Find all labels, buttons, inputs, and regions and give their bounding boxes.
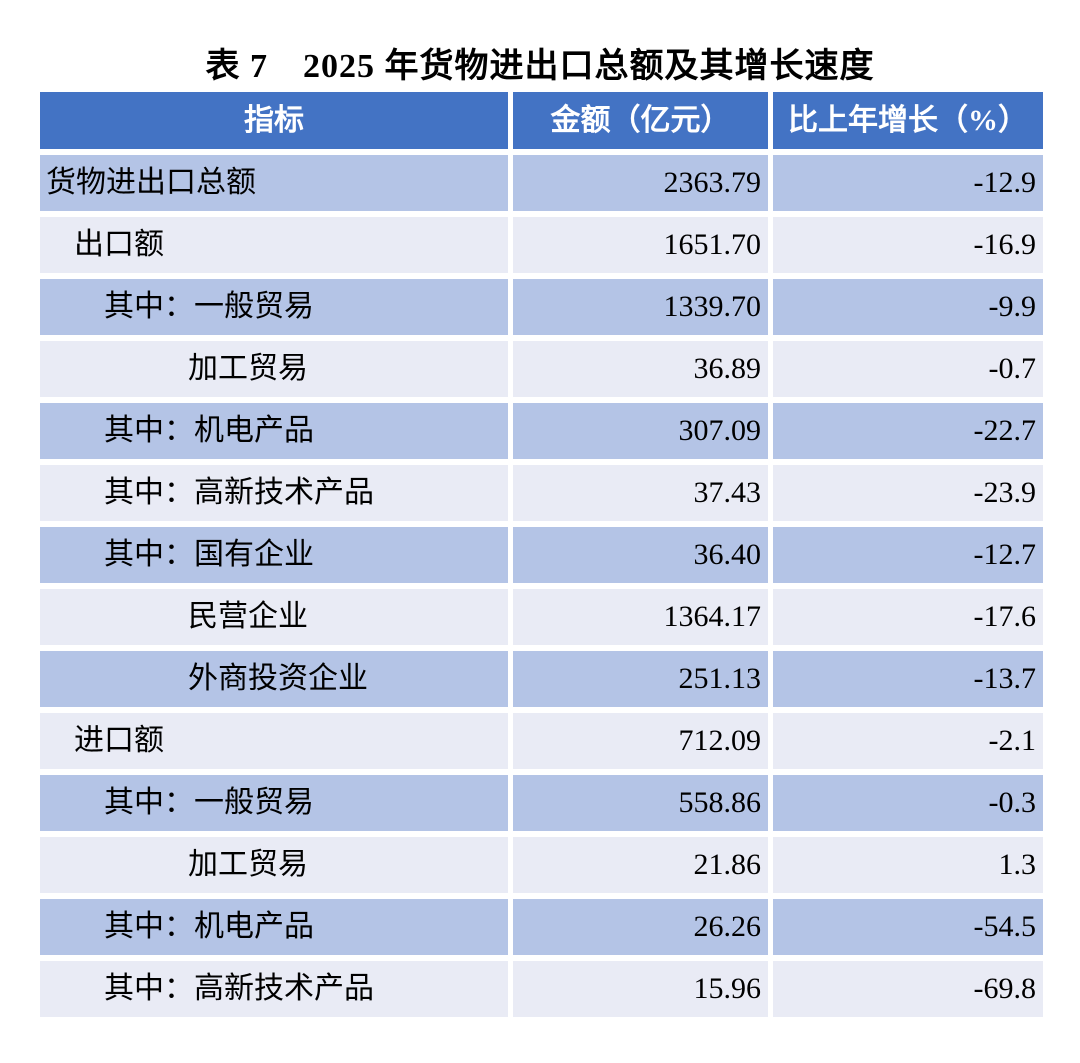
row-amount-import-hightech: 15.96 bbox=[513, 961, 768, 1017]
row-indicator-state-owned: 其中：国有企业 bbox=[40, 527, 508, 583]
row-amount-imports: 712.09 bbox=[513, 713, 768, 769]
row-indicator-export-general-trade: 其中：一般贸易 bbox=[40, 279, 508, 335]
row-indicator-imports: 进口额 bbox=[40, 713, 508, 769]
row-indicator-import-mechanical-electrical: 其中：机电产品 bbox=[40, 899, 508, 955]
row-amount-state-owned: 36.40 bbox=[513, 527, 768, 583]
row-indicator-import-general-trade: 其中：一般贸易 bbox=[40, 775, 508, 831]
row-indicator-foreign-invested: 外商投资企业 bbox=[40, 651, 508, 707]
row-growth-state-owned: -12.7 bbox=[773, 527, 1043, 583]
row-growth-import-processing-trade: 1.3 bbox=[773, 837, 1043, 893]
row-amount-export-hightech: 37.43 bbox=[513, 465, 768, 521]
row-amount-total: 2363.79 bbox=[513, 155, 768, 211]
table-title: 表 7 2025 年货物进出口总额及其增长速度 bbox=[205, 48, 875, 85]
row-indicator-export-mechanical-electrical: 其中：机电产品 bbox=[40, 403, 508, 459]
row-growth-export-processing-trade: -0.7 bbox=[773, 341, 1043, 397]
row-amount-private-enterprise: 1364.17 bbox=[513, 589, 768, 645]
row-indicator-import-processing-trade: 加工贸易 bbox=[40, 837, 508, 893]
row-amount-export-processing-trade: 36.89 bbox=[513, 341, 768, 397]
row-growth-export-hightech: -23.9 bbox=[773, 465, 1043, 521]
row-amount-exports: 1651.70 bbox=[513, 217, 768, 273]
row-indicator-exports: 出口额 bbox=[40, 217, 508, 273]
row-growth-import-hightech: -69.8 bbox=[773, 961, 1043, 1017]
row-amount-import-processing-trade: 21.86 bbox=[513, 837, 768, 893]
row-growth-private-enterprise: -17.6 bbox=[773, 589, 1043, 645]
column-header-amount: 金额（亿元） bbox=[513, 92, 768, 149]
row-growth-total: -12.9 bbox=[773, 155, 1043, 211]
row-growth-foreign-invested: -13.7 bbox=[773, 651, 1043, 707]
row-amount-foreign-invested: 251.13 bbox=[513, 651, 768, 707]
row-growth-exports: -16.9 bbox=[773, 217, 1043, 273]
import-export-table: 指标 金额（亿元） 比上年增长（%） 货物进出口总额 2363.79 -12.9… bbox=[40, 92, 1043, 1017]
row-indicator-export-processing-trade: 加工贸易 bbox=[40, 341, 508, 397]
row-indicator-import-hightech: 其中：高新技术产品 bbox=[40, 961, 508, 1017]
row-growth-import-mechanical-electrical: -54.5 bbox=[773, 899, 1043, 955]
row-growth-import-general-trade: -0.3 bbox=[773, 775, 1043, 831]
row-amount-import-general-trade: 558.86 bbox=[513, 775, 768, 831]
row-amount-export-mechanical-electrical: 307.09 bbox=[513, 403, 768, 459]
row-growth-imports: -2.1 bbox=[773, 713, 1043, 769]
row-indicator-export-hightech: 其中：高新技术产品 bbox=[40, 465, 508, 521]
column-header-indicator: 指标 bbox=[40, 92, 508, 149]
column-header-growth: 比上年增长（%） bbox=[773, 92, 1043, 149]
row-amount-import-mechanical-electrical: 26.26 bbox=[513, 899, 768, 955]
row-growth-export-general-trade: -9.9 bbox=[773, 279, 1043, 335]
row-indicator-total: 货物进出口总额 bbox=[40, 155, 508, 211]
row-indicator-private-enterprise: 民营企业 bbox=[40, 589, 508, 645]
row-growth-export-mechanical-electrical: -22.7 bbox=[773, 403, 1043, 459]
row-amount-export-general-trade: 1339.70 bbox=[513, 279, 768, 335]
